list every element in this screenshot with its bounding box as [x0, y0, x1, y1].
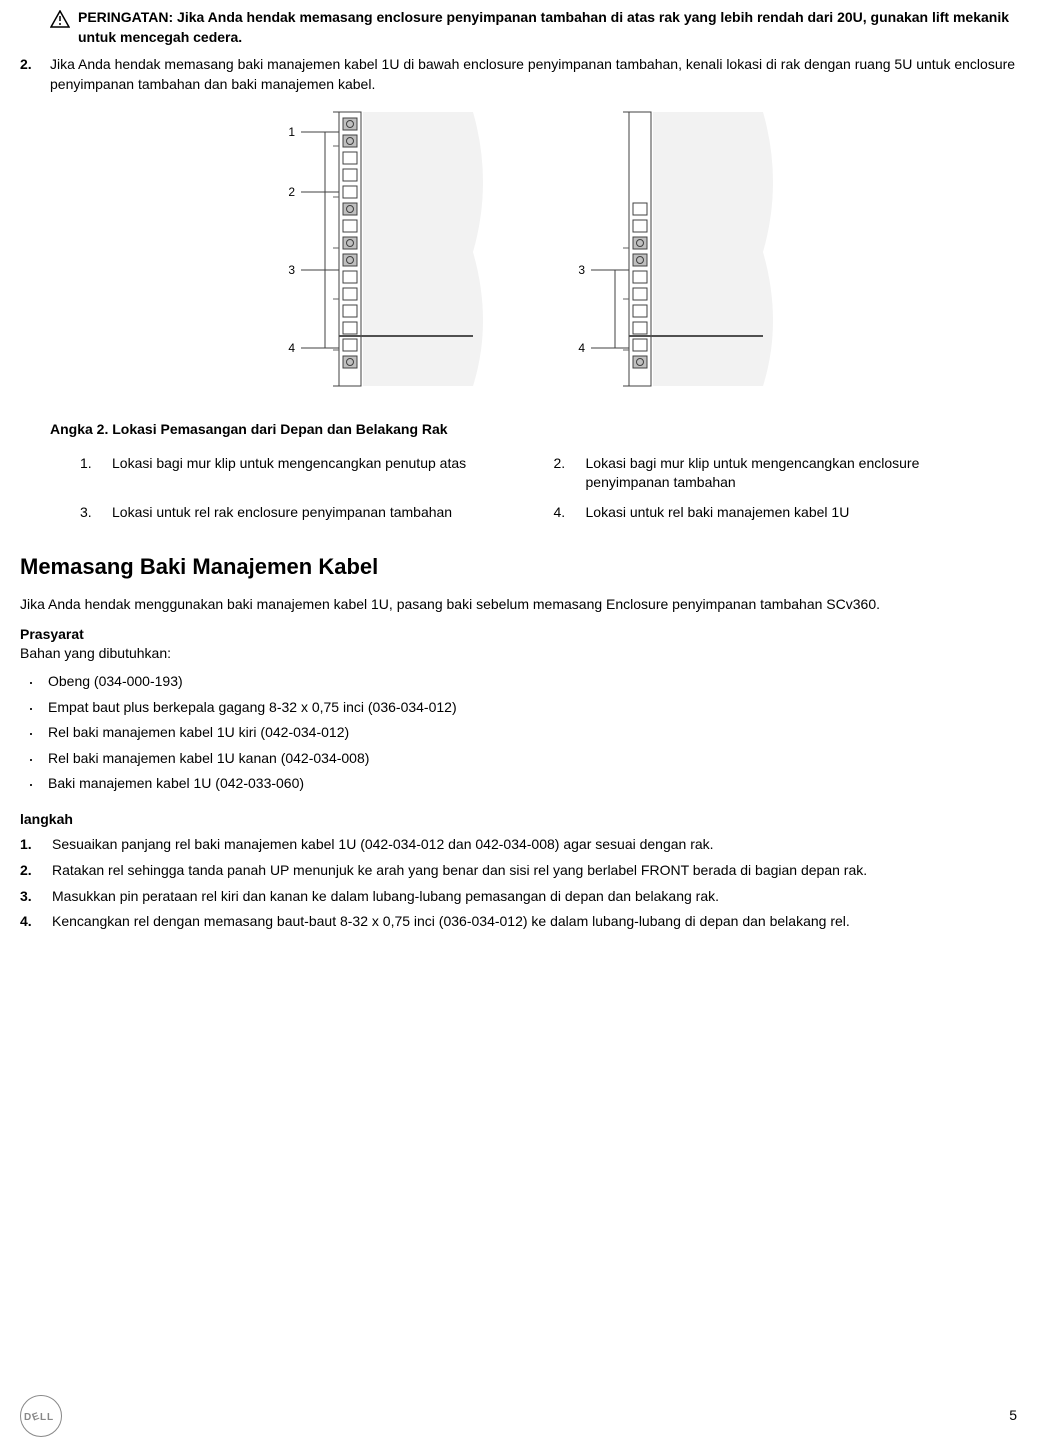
legend-text: Lokasi bagi mur klip untuk mengencangkan… — [586, 454, 1008, 493]
step-2-text: Jika Anda hendak memasang baki manajemen… — [50, 55, 1017, 94]
step-num: 4. — [20, 912, 38, 932]
figure-back: 34 — [549, 104, 779, 400]
warning-text: PERINGATAN: Jika Anda hendak memasang en… — [78, 8, 1017, 47]
step-item: 4. Kencangkan rel dengan memasang baut-ba… — [20, 912, 1017, 932]
legend-item: 3. Lokasi untuk rel rak enclosure penyim… — [80, 503, 534, 523]
figure-front: 1 2 3 4 — [259, 104, 489, 400]
step-item: 2. Ratakan rel sehingga tanda panah UP me… — [20, 861, 1017, 881]
legend-text: Lokasi untuk rel rak enclosure penyimpan… — [112, 503, 452, 523]
legend-num: 3. — [80, 503, 96, 523]
step-2: 2. Jika Anda hendak memasang baki manaje… — [20, 55, 1017, 94]
legend-item: 2. Lokasi bagi mur klip untuk mengencang… — [554, 454, 1008, 493]
prasyarat-heading: Prasyarat — [20, 625, 1017, 645]
step-num: 2. — [20, 861, 38, 881]
section-title: Memasang Baki Manajemen Kabel — [20, 552, 1017, 583]
figure-caption: Angka 2. Lokasi Pemasangan dari Depan da… — [50, 420, 1017, 440]
legend-item: 4. Lokasi untuk rel baki manajemen kabel… — [554, 503, 1008, 523]
svg-text:L: L — [40, 1412, 46, 1422]
prasyarat-sub: Bahan yang dibutuhkan: — [20, 644, 1017, 664]
step-text: Kencangkan rel dengan memasang baut-baut… — [52, 912, 850, 932]
step-2-number: 2. — [20, 55, 38, 75]
warning-label: PERINGATAN: — [78, 9, 173, 25]
svg-text:3: 3 — [578, 263, 585, 277]
legend-item: 1. Lokasi bagi mur klip untuk mengencang… — [80, 454, 534, 493]
svg-text:L: L — [47, 1412, 53, 1422]
figure-legend: 1. Lokasi bagi mur klip untuk mengencang… — [80, 454, 987, 523]
warning-body: Jika Anda hendak memasang enclosure peny… — [78, 9, 1009, 45]
legend-num: 2. — [554, 454, 570, 474]
svg-text:1: 1 — [288, 125, 295, 139]
list-item: Rel baki manajemen kabel 1U kanan (042-0… — [20, 749, 1017, 769]
page-footer: D E L L 5 — [20, 1395, 1017, 1437]
step-item: 1. Sesuaikan panjang rel baki manajemen k… — [20, 835, 1017, 855]
list-item: Baki manajemen kabel 1U (042-033-060) — [20, 774, 1017, 794]
prerequisite-list: Obeng (034-000-193) Empat baut plus berk… — [20, 672, 1017, 794]
svg-text:4: 4 — [288, 341, 295, 355]
dell-logo: D E L L — [20, 1395, 62, 1437]
legend-text: Lokasi bagi mur klip untuk mengencangkan… — [112, 454, 466, 474]
legend-text: Lokasi untuk rel baki manajemen kabel 1U — [586, 503, 850, 523]
warning-icon — [50, 10, 70, 34]
svg-text:2: 2 — [288, 185, 295, 199]
step-text: Ratakan rel sehingga tanda panah UP menu… — [52, 861, 867, 881]
svg-text:4: 4 — [578, 341, 585, 355]
page-number: 5 — [1009, 1406, 1017, 1426]
svg-text:3: 3 — [288, 263, 295, 277]
figures-row: 1234 34 — [20, 104, 1017, 400]
section-intro: Jika Anda hendak menggunakan baki manaje… — [20, 595, 1017, 615]
list-item: Obeng (034-000-193) — [20, 672, 1017, 692]
legend-num: 1. — [80, 454, 96, 474]
step-num: 1. — [20, 835, 38, 855]
step-item: 3. Masukkan pin perataan rel kiri dan kan… — [20, 887, 1017, 907]
step-num: 3. — [20, 887, 38, 907]
list-item: Empat baut plus berkepala gagang 8-32 x … — [20, 698, 1017, 718]
warning-block: PERINGATAN: Jika Anda hendak memasang en… — [50, 8, 1017, 47]
step-text: Masukkan pin perataan rel kiri dan kanan… — [52, 887, 719, 907]
steps-list: 1. Sesuaikan panjang rel baki manajemen k… — [20, 835, 1017, 931]
langkah-heading: langkah — [20, 810, 1017, 830]
step-text: Sesuaikan panjang rel baki manajemen kab… — [52, 835, 714, 855]
legend-num: 4. — [554, 503, 570, 523]
list-item: Rel baki manajemen kabel 1U kiri (042-03… — [20, 723, 1017, 743]
